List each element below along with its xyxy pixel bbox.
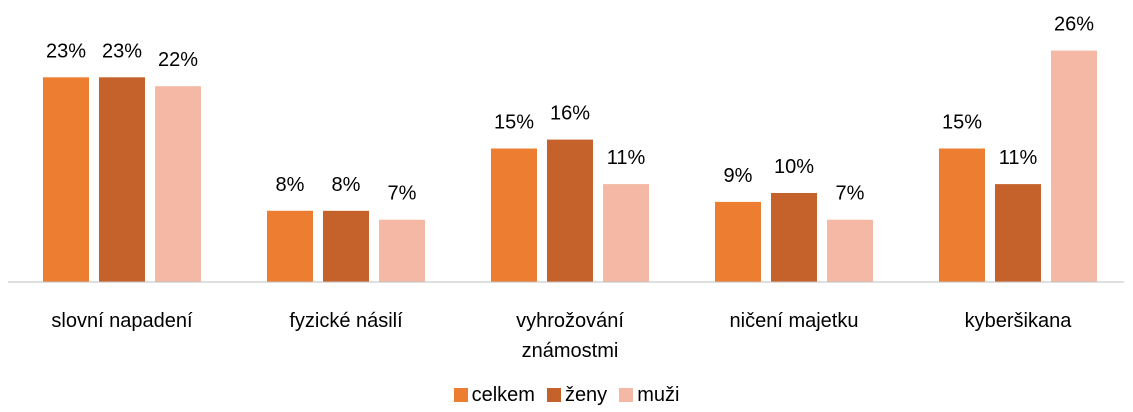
value-label: 15% bbox=[942, 112, 982, 134]
x-tick-label: kyberšikana bbox=[964, 310, 1072, 332]
bar bbox=[939, 148, 985, 282]
value-label: 8% bbox=[276, 174, 305, 196]
value-label: 22% bbox=[158, 49, 198, 71]
value-label: 23% bbox=[102, 40, 142, 62]
legend-swatch bbox=[546, 388, 561, 402]
bar bbox=[547, 139, 593, 282]
value-label: 23% bbox=[46, 40, 86, 62]
bar bbox=[491, 148, 537, 282]
value-label: 11% bbox=[607, 147, 646, 169]
legend-item: ženy bbox=[546, 384, 608, 407]
bar bbox=[1051, 50, 1097, 282]
x-tick-label: ničení majetku bbox=[729, 310, 859, 332]
bar bbox=[155, 86, 201, 282]
x-tick-label: slovní napadení bbox=[51, 310, 193, 332]
value-label: 7% bbox=[388, 183, 417, 205]
legend-swatch bbox=[619, 388, 634, 402]
bar bbox=[99, 77, 145, 282]
legend-item: celkem bbox=[453, 384, 535, 407]
bar bbox=[267, 210, 313, 282]
value-label: 7% bbox=[836, 183, 865, 205]
value-label: 15% bbox=[494, 112, 534, 134]
legend-item: muži bbox=[619, 384, 679, 407]
x-tick-label: fyzické násilí bbox=[289, 310, 403, 332]
value-label: 10% bbox=[774, 156, 814, 178]
x-tick-label: vyhrožování známostmi bbox=[516, 310, 624, 362]
bar bbox=[379, 219, 425, 282]
value-label: 11% bbox=[999, 147, 1038, 169]
bar bbox=[323, 210, 369, 282]
value-label: 16% bbox=[550, 103, 590, 125]
bar bbox=[771, 193, 817, 282]
bar bbox=[827, 219, 873, 282]
legend-label: muži bbox=[637, 384, 680, 406]
legend-label: ženy bbox=[564, 384, 608, 406]
bar bbox=[43, 77, 89, 282]
bar bbox=[603, 184, 649, 282]
value-label: 9% bbox=[724, 165, 753, 187]
legend-swatch bbox=[453, 388, 468, 402]
value-label: 8% bbox=[332, 174, 361, 196]
value-label: 26% bbox=[1054, 14, 1094, 36]
bar bbox=[715, 201, 761, 282]
bar bbox=[995, 184, 1041, 282]
legend: celkem ženy muži bbox=[0, 384, 1133, 407]
legend-label: celkem bbox=[471, 384, 535, 406]
